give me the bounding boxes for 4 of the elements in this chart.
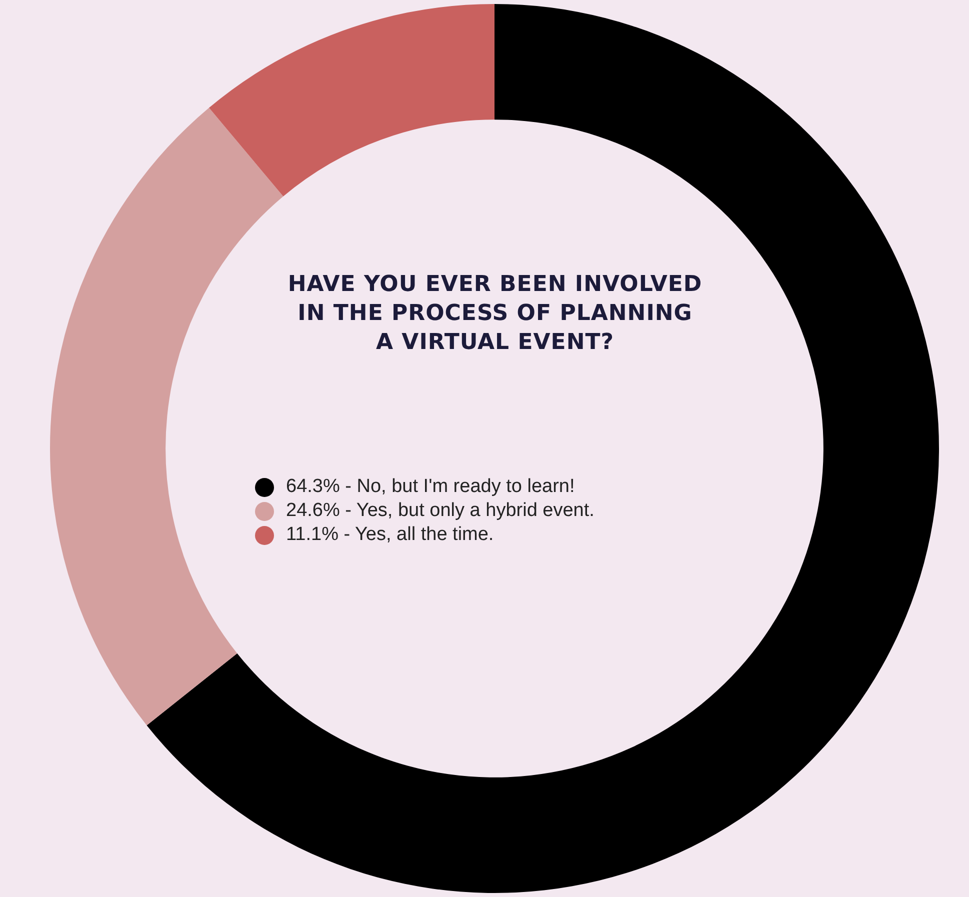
text: HAVE YOU EVER BEEN INVOLVED IN THE PROCESS OF PLANNING A VIRTUAL EVENT? (286, 271, 704, 357)
legend-label: 11.1% - Yes, all the time. (286, 524, 494, 546)
legend-label: 64.3% - No, but I'm ready to learn! (286, 476, 575, 498)
legend-label: 24.6% - Yes, but only a hybrid event. (286, 500, 594, 522)
